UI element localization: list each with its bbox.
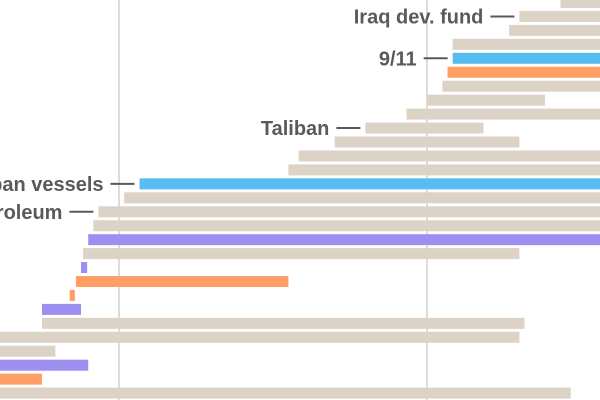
- range-bar-0: [560, 0, 600, 8]
- range-bar-7: [427, 94, 546, 106]
- range-bar-24: [0, 331, 520, 343]
- range-bar-13: [139, 178, 600, 190]
- range-bar-8: [406, 108, 600, 120]
- range-bar-17: [88, 234, 600, 246]
- range-bar-12: [288, 164, 600, 176]
- annotation-label-2: Taliban: [261, 118, 330, 140]
- range-bar-21: [69, 289, 75, 301]
- range-bar-4: [452, 52, 600, 64]
- range-bar-11: [298, 150, 600, 162]
- range-bar-6: [442, 80, 600, 92]
- range-bar-26: [0, 359, 89, 371]
- annotation-label-0: Iraq dev. fund: [354, 6, 484, 28]
- range-bar-2: [509, 24, 600, 36]
- annotations: Iraq dev. fund 9/11 Taliban Stop Cuban vess…: [0, 6, 515, 224]
- range-bar-25: [0, 345, 56, 357]
- range-bar-27: [0, 373, 42, 385]
- range-bar-15: [98, 206, 600, 218]
- range-bar-23: [42, 317, 525, 329]
- range-bar-10: [334, 136, 520, 148]
- range-bar-5: [447, 66, 600, 78]
- range-bar-14: [124, 192, 600, 204]
- range-bar-28: [0, 387, 571, 399]
- range-bar-1: [519, 10, 600, 22]
- range-bar-18: [83, 248, 520, 260]
- range-bar-19: [81, 262, 88, 274]
- annotation-label-4: Iran petroleum: [0, 202, 62, 224]
- range-bar-16: [93, 220, 600, 232]
- range-bar-9: [365, 122, 484, 134]
- range-bar-22: [42, 303, 82, 315]
- range-bar-20: [75, 276, 289, 287]
- annotation-label-1: 9/11: [379, 48, 417, 70]
- annotation-label-3: Stop Cuban vessels: [0, 174, 104, 196]
- range-bar-3: [452, 38, 600, 50]
